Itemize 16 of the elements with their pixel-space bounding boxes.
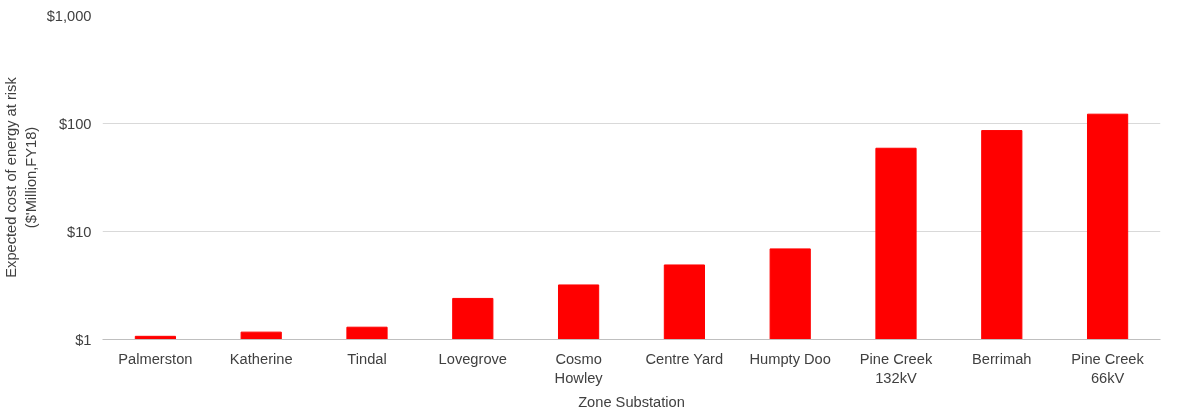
y-tick-label: $1 (75, 331, 92, 348)
x-tick-label: Tindal (347, 350, 387, 367)
y-tick-label: $100 (58, 115, 92, 132)
x-tick-label: Lovegrove (438, 350, 508, 367)
x-tick-label: Palmerston (118, 350, 193, 367)
x-tick-label: Centre Yard (645, 350, 724, 367)
x-tick-label: Katherine (229, 350, 293, 367)
x-tick-label: Cosmo Howley (554, 350, 604, 386)
x-axis-title: Zone Substation (578, 393, 685, 410)
y-tick-label: $10 (67, 223, 92, 240)
x-tick-label: Pine Creek 132kV (859, 350, 933, 386)
x-tick-label: Humpty Doo (749, 350, 831, 367)
y-axis-title: Expected cost of energy at risk ($'Million,FY18) (3, 76, 39, 278)
x-tick-label: Berrimah (972, 350, 1032, 367)
y-tick-label: $1,000 (46, 7, 92, 24)
x-tick-label: Pine Creek 66kV (1071, 350, 1145, 386)
